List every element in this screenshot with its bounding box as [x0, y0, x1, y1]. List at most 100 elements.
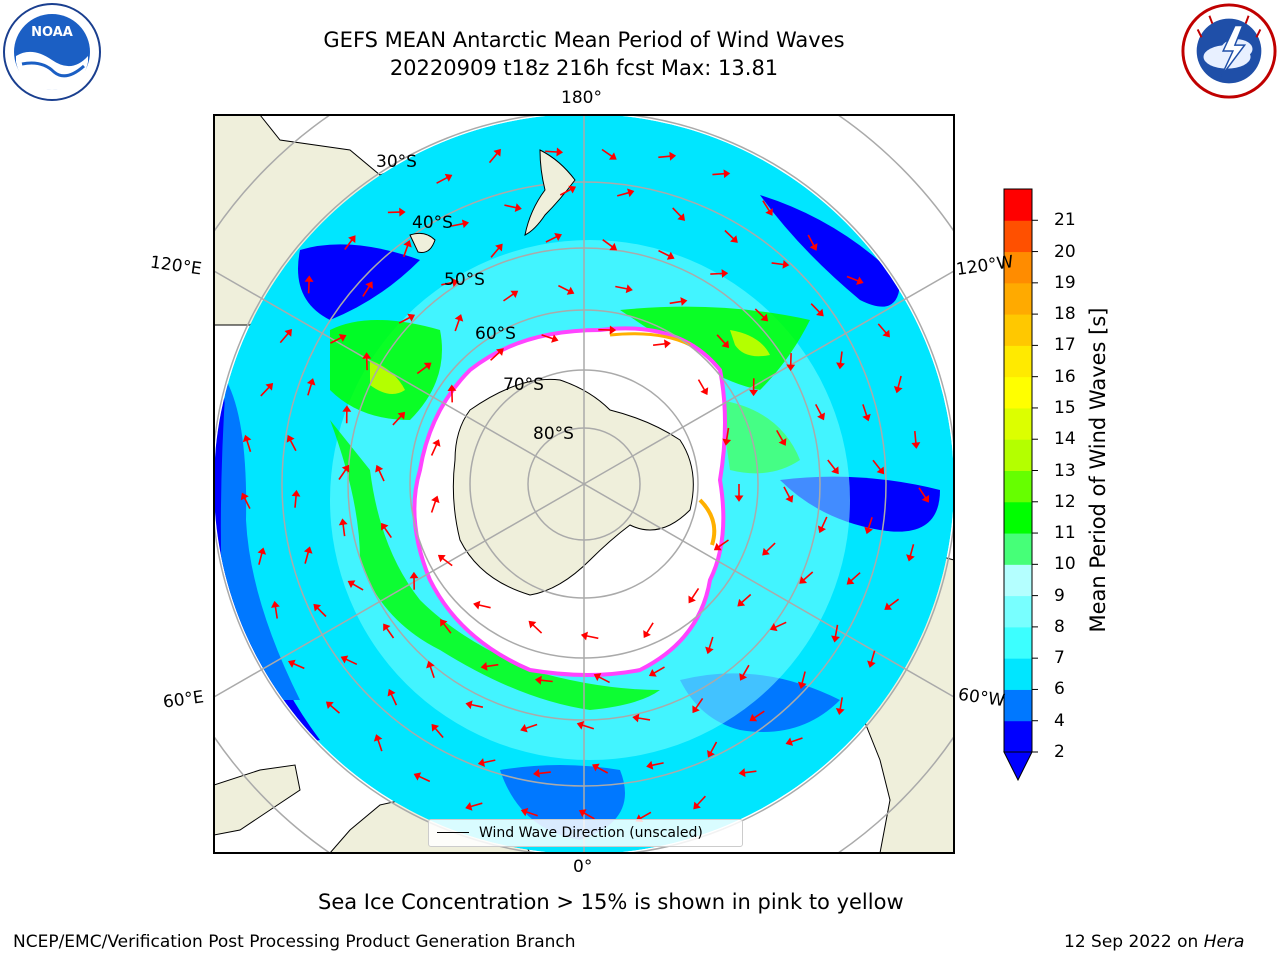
colorbar-segment: [1004, 720, 1032, 753]
wave-arrow-head: [342, 405, 352, 412]
wave-arrow-shaft: [803, 571, 814, 581]
colorbar-extend-arrow: [1003, 751, 1033, 782]
lat-label-40s: 40°S: [412, 213, 453, 233]
wave-arrow-shaft: [338, 469, 347, 480]
wave-arrow-head: [413, 772, 422, 781]
wave-arrow-head: [700, 387, 709, 396]
legend-line-swatch: [437, 832, 469, 833]
wave-arrow-shaft: [776, 430, 784, 442]
wave-arrow-head: [906, 554, 915, 562]
wave-arrow-shaft: [810, 303, 821, 313]
svg-text:NOAA: NOAA: [31, 25, 73, 40]
wave-arrow-shaft: [718, 539, 729, 548]
wave-arrow-head: [399, 207, 406, 217]
wave-arrow-head: [242, 434, 252, 443]
colorbar-segment: [1004, 470, 1032, 503]
wave-arrow-shaft: [342, 524, 346, 537]
wave-arrow-head: [286, 434, 295, 443]
wave-arrow-head: [510, 290, 519, 298]
wave-arrow-head: [693, 801, 701, 810]
chart-title: GEFS MEAN Antarctic Mean Period of Wind …: [323, 28, 845, 52]
wave-arrow-shaft: [490, 351, 501, 361]
wave-arrow-head: [533, 768, 540, 778]
wave-arrow-shaft: [909, 544, 915, 557]
wave-arrow-head: [721, 269, 729, 278]
wave-arrow-head: [625, 284, 633, 294]
wave-arrow-head: [440, 619, 448, 627]
wave-arrow-head: [291, 489, 301, 497]
wave-arrow-head: [876, 466, 885, 475]
colorbar-segment: [1004, 314, 1032, 346]
wave-arrow-head: [313, 603, 322, 612]
colorbar-segment: [1004, 282, 1032, 315]
wave-arrow-shaft: [790, 737, 803, 743]
wave-arrow-head: [576, 721, 585, 730]
wave-arrow-head: [284, 329, 292, 337]
colorbar-tick-label: 16: [1054, 366, 1076, 387]
wave-arrow-shaft: [672, 207, 682, 218]
colorbar-tick-label: 14: [1054, 429, 1076, 450]
wave-arrow-shaft: [488, 152, 498, 164]
wave-arrow-shaft: [839, 697, 843, 710]
national-weather-service-logo: [1181, 3, 1277, 99]
noaa-logo: NOAA: [3, 3, 101, 101]
wave-arrow-head: [609, 242, 618, 251]
wave-arrow-shaft: [441, 281, 454, 286]
colorbar-tick-label: 17: [1054, 335, 1076, 356]
wave-arrow-shaft: [877, 323, 887, 334]
wave-arrow-head: [593, 673, 602, 682]
wave-arrow-shaft: [293, 662, 305, 670]
wave-arrow-head: [882, 329, 890, 338]
wave-arrow-shaft: [532, 624, 543, 634]
lon-label-0: 0°: [573, 857, 593, 877]
wave-arrow-shaft: [416, 365, 428, 375]
wave-arrow-shaft: [839, 351, 843, 364]
wave-arrow-head: [782, 259, 790, 269]
wave-arrow-head: [362, 352, 372, 359]
wave-arrow-shaft: [653, 343, 666, 346]
wave-arrow-shaft: [504, 204, 517, 209]
wave-arrow-head: [271, 600, 280, 608]
wave-arrow-head: [669, 151, 677, 161]
wave-arrow-head: [680, 297, 688, 306]
wave-arrow-shaft: [503, 293, 514, 302]
wave-arrow-shaft: [583, 812, 595, 820]
wave-arrow-shaft: [470, 802, 483, 808]
wave-arrow-head: [240, 492, 249, 501]
wave-arrow-shaft: [289, 439, 297, 452]
wave-arrow-head: [566, 286, 575, 295]
wave-arrow-head: [646, 760, 654, 770]
wave-arrow-head: [836, 362, 845, 370]
sea-ice-note: Sea Ice Concentration > 15% is shown in …: [318, 890, 904, 914]
wave-arrow-shaft: [470, 703, 484, 708]
wave-arrow-head: [528, 620, 537, 629]
wave-arrow-head: [734, 495, 744, 502]
wave-arrow-shaft: [246, 440, 252, 453]
colorbar-segment: [1004, 564, 1032, 597]
wave-arrow-head: [817, 525, 826, 534]
footer-date: 12 Sep 2022 on Hera: [1064, 932, 1244, 952]
lat-label-80s: 80°S: [533, 424, 574, 444]
wave-arrow-head: [306, 378, 316, 386]
wave-arrow-head: [831, 635, 840, 643]
colorbar-tick-label: 7: [1054, 648, 1065, 669]
wave-arrow-head: [666, 251, 675, 260]
wave-arrow-shaft: [741, 593, 752, 604]
wave-arrow-head: [437, 554, 446, 563]
wave-arrow-shaft: [490, 247, 500, 258]
wave-arrow-shaft: [390, 693, 398, 706]
colorbar-segment: [1004, 501, 1032, 534]
colorbar-label: Mean Period of Wind Waves [s]: [1086, 307, 1110, 633]
wave-arrow-head: [451, 278, 459, 287]
graticule: [214, 115, 954, 853]
lat-label-30s: 30°S: [376, 152, 417, 172]
wave-arrow-shaft: [658, 155, 671, 159]
wave-arrow-shaft: [383, 527, 392, 539]
wave-arrow-head: [797, 681, 807, 689]
colorbar-segment: [1004, 595, 1032, 628]
wave-arrow-head: [608, 152, 617, 160]
colorbar-segment: [1004, 345, 1032, 378]
wave-arrow-shaft: [646, 622, 654, 634]
wave-arrow-head: [444, 173, 453, 182]
wave-arrow-shaft: [538, 771, 551, 775]
